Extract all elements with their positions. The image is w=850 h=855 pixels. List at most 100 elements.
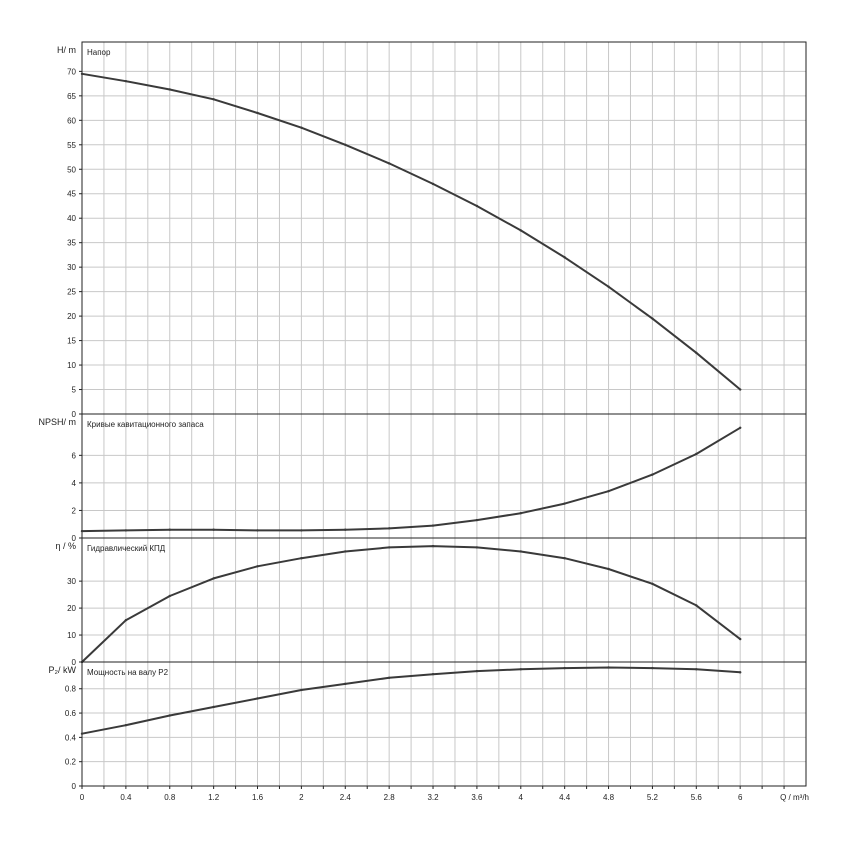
x-tick-label: 6 [738, 793, 743, 802]
data-point [475, 546, 479, 549]
data-point [563, 557, 566, 560]
data-point [212, 705, 215, 709]
data-point [80, 732, 84, 735]
y-tick-label: 10 [67, 631, 76, 640]
x-tick-label: 1.2 [208, 793, 220, 802]
data-point [738, 637, 742, 641]
series-line [81, 72, 742, 391]
data-point [124, 79, 128, 83]
x-tick-label: 1.6 [252, 793, 264, 802]
data-point [124, 529, 128, 532]
data-point [168, 714, 171, 717]
x-tick-label: 4 [519, 793, 524, 802]
data-point [212, 528, 215, 531]
x-tick-label: 3.2 [427, 793, 439, 802]
data-point [256, 697, 259, 700]
series-line [81, 426, 742, 533]
panel-frame [81, 661, 807, 787]
data-point [168, 88, 171, 91]
panel-title: Напор [87, 48, 111, 57]
data-point [387, 162, 391, 165]
x-tick-label: 2 [299, 793, 304, 802]
y-tick-label: 30 [67, 263, 76, 272]
data-point [80, 529, 84, 533]
data-point [651, 317, 654, 320]
data-point [124, 724, 128, 727]
x-tick-label: 2.8 [384, 793, 396, 802]
data-point [563, 256, 566, 259]
x-tick-label: 4.8 [603, 793, 615, 802]
x-tick-label: 4.4 [559, 793, 571, 802]
y-tick-label: 55 [67, 141, 76, 150]
data-point [300, 529, 303, 532]
data-point [168, 594, 171, 598]
data-point [431, 182, 435, 186]
x-tick-label: 0.8 [164, 793, 176, 802]
data-point [607, 489, 610, 493]
data-point [300, 557, 303, 560]
y-tick-label: 60 [67, 116, 76, 125]
data-point [344, 550, 347, 553]
y-tick-label: 0 [72, 410, 77, 419]
y-tick-label: 4 [72, 479, 77, 488]
data-point [431, 672, 435, 676]
data-point [651, 666, 654, 670]
data-point [387, 527, 391, 530]
data-point [124, 619, 128, 622]
y-axis-label: H/ m [57, 45, 76, 55]
data-point [431, 544, 435, 548]
y-tick-label: 0.6 [65, 709, 77, 718]
data-point [563, 666, 566, 670]
y-tick-label: 25 [67, 288, 76, 297]
data-point [256, 111, 259, 115]
y-tick-label: 0 [72, 782, 77, 791]
data-point [695, 452, 698, 456]
data-point [651, 473, 654, 476]
y-tick-label: 0.4 [65, 733, 77, 742]
y-axis-label: η / % [55, 541, 76, 551]
y-axis-label: NPSH/ m [38, 417, 76, 427]
data-point [519, 668, 522, 671]
data-point [738, 388, 742, 391]
data-point [519, 512, 522, 515]
y-tick-label: 35 [67, 239, 76, 248]
panel-frame [81, 537, 807, 663]
y-tick-label: 50 [67, 165, 76, 174]
data-point [695, 668, 698, 671]
y-tick-label: 0.2 [65, 758, 77, 767]
x-tick-label: 3.6 [471, 793, 483, 802]
y-tick-label: 0 [72, 534, 77, 543]
data-point [519, 550, 522, 553]
x-tick-label: 5.2 [647, 793, 659, 802]
data-point [475, 518, 479, 522]
data-point [344, 528, 347, 531]
data-point [607, 567, 610, 571]
y-tick-label: 0 [72, 658, 77, 667]
data-point [387, 546, 391, 549]
y-tick-label: 20 [67, 312, 76, 321]
data-point [300, 126, 303, 129]
data-point [695, 351, 698, 355]
panel-frame [81, 41, 807, 415]
y-tick-label: 10 [67, 361, 76, 370]
series-line [81, 545, 742, 663]
y-tick-label: 5 [72, 386, 77, 395]
data-point [519, 229, 522, 232]
data-point [738, 671, 742, 674]
series-line [81, 666, 742, 735]
x-tick-label: 2.4 [340, 793, 352, 802]
y-tick-label: 70 [67, 67, 76, 76]
data-point [256, 565, 259, 568]
x-axis-label: Q / m³/h [780, 793, 809, 802]
x-tick-label: 0.4 [120, 793, 132, 802]
y-tick-label: 45 [67, 190, 76, 199]
data-point [651, 582, 654, 586]
data-point [387, 676, 391, 680]
y-tick-label: 65 [67, 92, 76, 101]
data-point [80, 72, 84, 76]
data-point [300, 688, 303, 692]
y-tick-label: 2 [72, 506, 77, 515]
panel-title: Мощность на валу P2 [87, 668, 169, 677]
y-tick-label: 20 [67, 604, 76, 613]
